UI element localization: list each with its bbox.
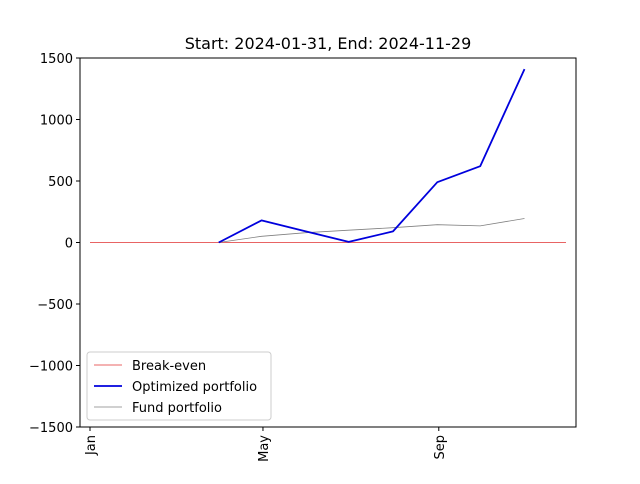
x-tick-label: Jan [84, 435, 99, 456]
chart-title: Start: 2024-01-31, End: 2024-11-29 [185, 34, 472, 53]
series-line-fund-portfolio [218, 218, 525, 243]
y-tick-label: 500 [48, 175, 73, 190]
legend-label: Fund portfolio [132, 401, 222, 416]
series-line-optimized-portfolio [218, 68, 526, 244]
legend-label: Break-even [132, 359, 206, 374]
series-layer [90, 68, 566, 244]
x-tick-label: Sep [433, 435, 448, 460]
x-tick-label: May [257, 435, 272, 462]
legend-label: Optimized portfolio [132, 380, 257, 395]
plot-frame [79, 57, 577, 428]
y-tick-label: −1000 [29, 360, 73, 375]
y-tick-label: 1500 [40, 52, 73, 67]
legend-box [86, 351, 272, 421]
axis-layer: 1500 1000 500 0 −500 −1000 −1500 Jan May Sep [29, 52, 448, 462]
y-tick-label: 1000 [40, 114, 73, 129]
y-tick-label: −1500 [29, 421, 73, 436]
y-tick-label: −500 [37, 298, 73, 313]
legend: Break-even Optimized portfolio Fund portfo… [86, 351, 272, 421]
y-tick-label: 0 [65, 237, 73, 252]
